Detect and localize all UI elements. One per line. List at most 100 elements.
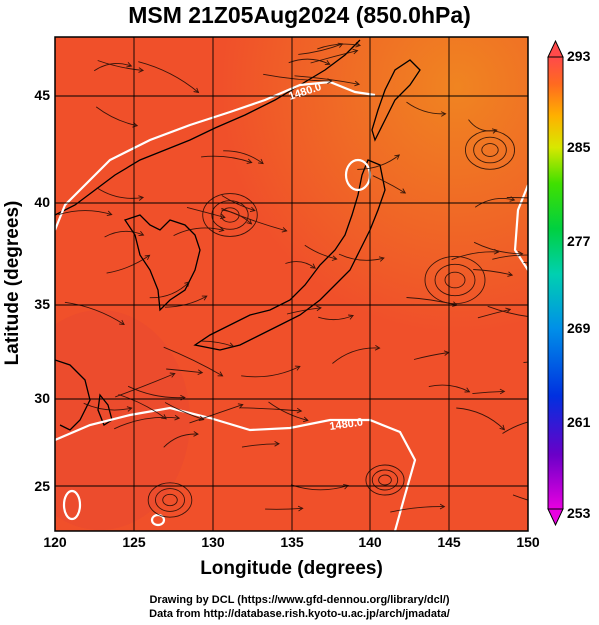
streamline [132,37,136,38]
streamline-arrowhead [193,87,200,94]
streamline [310,50,358,64]
colorbar-tick-label: 261 [567,414,591,430]
x-tick-label: 145 [437,534,461,550]
vortex-streamline [444,271,466,289]
streamline-arrowhead [352,48,359,55]
streamline-arrowhead [246,218,253,225]
streamline-arrowhead [126,61,133,68]
streamline [390,506,445,513]
streamline-arrowhead [507,271,514,277]
streamline [118,394,167,420]
streamline-arrowhead [374,345,381,351]
streamline [523,361,528,363]
streamline-arrowhead [302,416,309,423]
colorbar-tick-label: 269 [567,320,591,336]
streamline-arrowhead [138,67,145,73]
streamline [115,373,175,398]
streamline [83,402,132,411]
chart-title: MSM 21Z05Aug2024 (850.0hPa) [128,2,471,28]
streamline [265,507,303,510]
streamline [186,206,226,218]
streamline [474,198,515,208]
streamline-arrowhead [499,388,506,395]
streamline-arrowhead [499,424,506,431]
vortex-streamline [147,482,193,518]
x-tick-label: 150 [516,534,540,550]
streamline-arrowhead [378,256,385,262]
streamline-arrowhead [144,254,151,260]
streamline [138,61,199,93]
vortex-streamline [162,493,178,507]
streamline [223,150,264,164]
streamline [97,60,144,71]
streamline [164,295,208,308]
streamline-arrowhead [542,417,547,422]
streamline [298,43,343,55]
streamline-arrowhead [217,371,224,377]
x-tick-label: 135 [280,534,304,550]
streamline [506,197,528,199]
streamline-arrowhead [348,314,354,320]
streamline-arrowhead [440,111,447,117]
y-tick-label: 40 [34,194,50,210]
streamline [406,101,446,115]
map-area [55,19,588,531]
streamline-arrowhead [174,414,181,421]
streamline-arrowhead [180,19,185,24]
streamline-arrowhead [294,365,301,371]
streamline-arrowhead [491,128,498,134]
streamline [317,43,361,50]
streamline-arrowhead [258,158,264,165]
streamline [406,297,458,306]
streamline-arrowhead [324,60,331,66]
credit-drawing: Drawing by DCL (https://www.gfd-dennou.o… [149,594,450,606]
streamline [189,404,243,424]
streamline [64,301,125,325]
streamline [221,207,287,232]
streamline-arrowhead [296,407,303,414]
plot-frame [54,36,529,532]
colorbar-tick-label: 277 [567,233,591,249]
streamline [93,63,132,72]
colorbar-tick-label: 253 [567,505,591,521]
streamline [428,384,470,393]
y-tick-label: 35 [34,296,50,312]
streamline-arrowhead [316,305,322,312]
streamline [413,352,449,360]
contour-label: 1480.0 [329,416,364,433]
vortex-streamline [371,469,399,491]
streamline-arrowhead [274,441,280,447]
streamline [456,407,505,431]
streamline-arrowhead [505,307,512,314]
vortex-streamline [473,136,507,164]
streamline-arrowhead [218,226,225,233]
x-tick-label: 140 [358,534,382,550]
vortex-streamline [220,207,240,223]
streamline-arrowhead [197,369,204,376]
streamline [221,195,256,212]
streamline [96,187,144,199]
streamline [201,155,252,164]
streamline [372,175,406,194]
streamline-arrowhead [583,268,588,273]
y-tick-label: 45 [34,87,50,103]
vortex-streamline [365,464,405,496]
streamline-arrowhead [400,188,407,194]
streamline [127,385,185,399]
streamline [268,401,309,421]
colorbar-max-arrow [547,39,564,58]
streamline [357,154,400,170]
streamline [473,269,513,276]
streamline [472,390,505,395]
streamline-arrowhead [161,414,167,420]
streamline-arrowhead [355,42,362,48]
streamline-arrowhead [297,505,304,512]
streamline-arrowhead [237,403,244,409]
colorbar [547,39,564,527]
streamline [166,368,203,374]
vortex-streamline [211,200,249,230]
streamline-arrowhead [246,158,253,164]
x-tick-label: 130 [201,534,225,550]
streamline [164,402,204,421]
